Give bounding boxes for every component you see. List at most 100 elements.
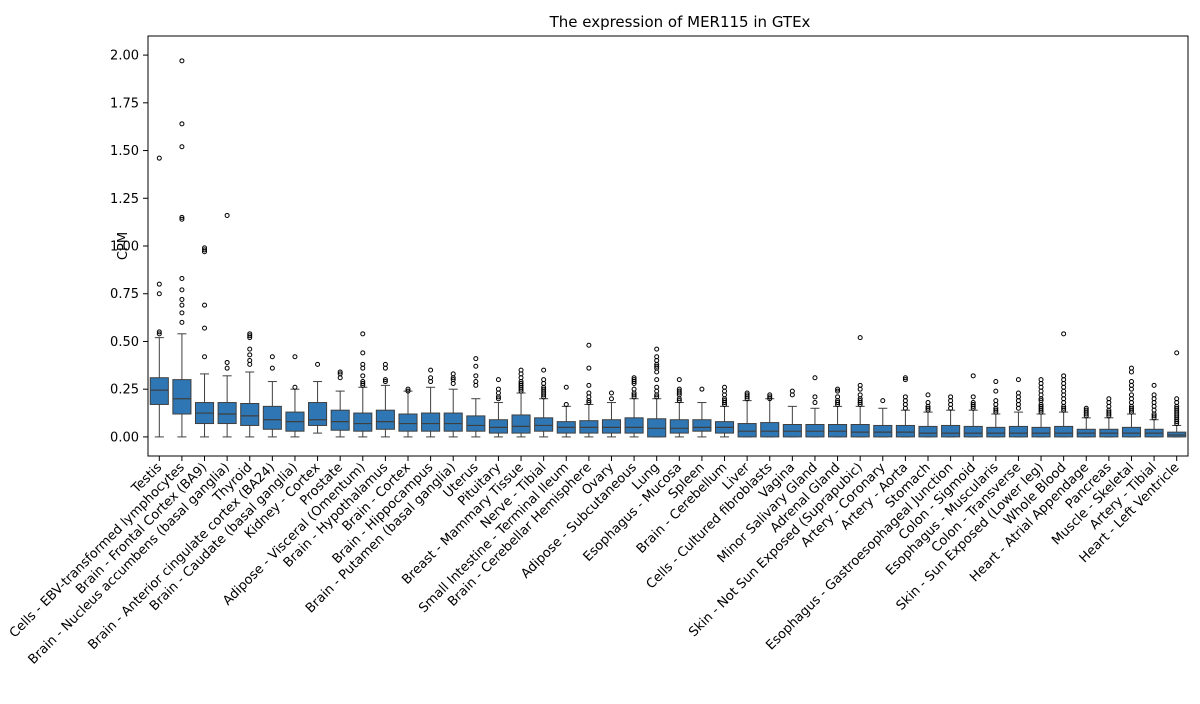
outlier-point [179, 302, 185, 308]
outlier-point [541, 394, 547, 400]
box [172, 379, 192, 415]
outlier-point [450, 375, 456, 381]
outlier-point [676, 390, 682, 396]
outlier-point [586, 365, 592, 371]
outlier-point [360, 350, 366, 356]
outlier-point [835, 388, 841, 394]
outlier-point [1038, 396, 1044, 402]
outlier-point [1151, 382, 1157, 388]
outlier-point [1151, 413, 1157, 419]
outlier-point [835, 386, 841, 392]
outlier-point [1038, 409, 1044, 415]
outlier-point [812, 394, 818, 400]
outlier-point [1128, 369, 1134, 375]
outlier-point [1174, 419, 1180, 425]
outlier-point [631, 394, 637, 400]
y-tick-label: 1.00 [110, 240, 139, 255]
outlier-point [1106, 411, 1112, 417]
box [534, 417, 554, 432]
outlier-point [428, 367, 434, 373]
outlier-point [902, 375, 908, 381]
outlier-point [654, 377, 660, 383]
box [308, 402, 328, 426]
outlier-point [767, 396, 773, 402]
outlier-point [224, 212, 230, 218]
y-tick-label: 1.75 [110, 96, 139, 111]
outlier-point [179, 121, 185, 127]
outlier-point [518, 386, 524, 392]
box [421, 412, 441, 432]
outlier-point [676, 398, 682, 404]
outlier-point [586, 342, 592, 348]
outlier-point [857, 401, 863, 407]
outlier-point [586, 398, 592, 404]
outlier-point [179, 310, 185, 316]
outlier-point [970, 405, 976, 411]
outlier-point [337, 375, 343, 381]
outlier-point [247, 346, 253, 352]
box [669, 419, 689, 434]
outlier-point [676, 396, 682, 402]
outlier-point [247, 361, 253, 367]
box [1054, 425, 1074, 438]
outlier-point [495, 394, 501, 400]
outlier-point [1015, 405, 1021, 411]
box [692, 419, 712, 432]
outlier-point [948, 405, 954, 411]
outlier-point [925, 407, 931, 413]
outlier-point [202, 302, 208, 308]
outlier-point [789, 392, 795, 398]
outlier-point [179, 214, 185, 220]
outlier-point [835, 401, 841, 407]
outlier-point [563, 384, 569, 390]
box [375, 409, 395, 430]
outlier-point [473, 373, 479, 379]
outlier-point [1061, 331, 1067, 337]
outlier-point [902, 377, 908, 383]
outlier-point [247, 333, 253, 339]
outlier-point [1061, 407, 1067, 413]
y-tick-label: 0.75 [110, 287, 139, 302]
outlier-point [382, 365, 388, 371]
outlier-point [563, 401, 569, 407]
y-tick-label: 1.25 [110, 192, 139, 207]
box [330, 409, 350, 431]
outlier-point [699, 386, 705, 392]
box [398, 413, 418, 432]
box [353, 412, 373, 432]
box [850, 424, 870, 438]
outlier-point [993, 409, 999, 415]
outlier-point [156, 329, 162, 335]
outlier-point [156, 291, 162, 297]
outlier-point [360, 382, 366, 388]
outlier-point [179, 144, 185, 150]
outlier-point [518, 388, 524, 394]
outlier-point [382, 377, 388, 383]
outlier-point [812, 375, 818, 381]
outlier-point [495, 396, 501, 402]
outlier-point [744, 394, 750, 400]
outlier-point [767, 394, 773, 400]
outlier-point [722, 401, 728, 407]
outlier-point [360, 380, 366, 386]
outlier-point [1083, 411, 1089, 417]
outlier-point [247, 352, 253, 358]
outlier-point [269, 354, 275, 360]
outlier-point [541, 392, 547, 398]
outlier-point [337, 369, 343, 375]
outlier-point [224, 365, 230, 371]
outlier-point [202, 354, 208, 360]
outlier-point [202, 247, 208, 253]
box [624, 417, 644, 434]
chart-title: The expression of MER115 in GTEx [549, 13, 811, 31]
outlier-point [405, 388, 411, 394]
outlier-point [993, 379, 999, 385]
outlier-point [1151, 415, 1157, 421]
outlier-point [156, 331, 162, 337]
outlier-point [722, 400, 728, 406]
outlier-point [315, 361, 321, 367]
outlier-point [654, 369, 660, 375]
outlier-point [428, 379, 434, 385]
outlier-point [179, 216, 185, 222]
